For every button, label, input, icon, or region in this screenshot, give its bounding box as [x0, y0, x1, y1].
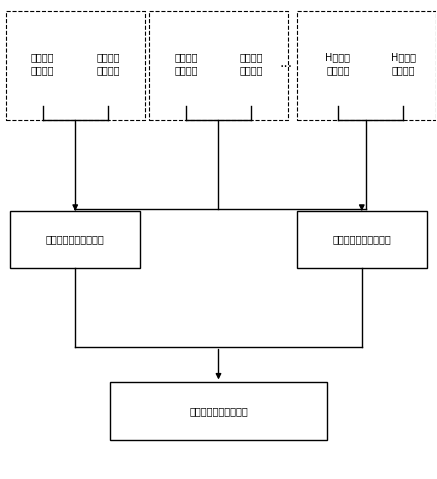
Text: 配电变压器总谐波损耗: 配电变压器总谐波损耗	[189, 406, 248, 416]
FancyBboxPatch shape	[297, 11, 436, 120]
FancyBboxPatch shape	[6, 11, 145, 120]
FancyBboxPatch shape	[149, 11, 288, 120]
Text: 二次谐波
涡流损耗: 二次谐波 涡流损耗	[96, 52, 120, 75]
FancyBboxPatch shape	[110, 382, 327, 440]
Text: 二次谐波
绕组损耗: 二次谐波 绕组损耗	[31, 52, 54, 75]
FancyBboxPatch shape	[158, 21, 214, 106]
FancyBboxPatch shape	[297, 211, 427, 268]
Text: H次谐波
涡流损耗: H次谐波 涡流损耗	[391, 52, 416, 75]
FancyBboxPatch shape	[375, 21, 431, 106]
FancyBboxPatch shape	[80, 21, 136, 106]
FancyBboxPatch shape	[223, 21, 279, 106]
Text: 配电变压器总涡流损耗: 配电变压器总涡流损耗	[333, 235, 391, 244]
Text: 配电变压器总绕组损耗: 配电变压器总绕组损耗	[46, 235, 104, 244]
FancyBboxPatch shape	[10, 211, 140, 268]
Text: 三次谐波
绕组损耗: 三次谐波 绕组损耗	[174, 52, 198, 75]
Text: H次谐波
绕组损耗: H次谐波 绕组损耗	[326, 52, 350, 75]
Text: 三次谐波
涡流损耗: 三次谐波 涡流损耗	[239, 52, 263, 75]
Text: ...: ...	[279, 57, 292, 70]
FancyBboxPatch shape	[310, 21, 366, 106]
FancyBboxPatch shape	[14, 21, 71, 106]
